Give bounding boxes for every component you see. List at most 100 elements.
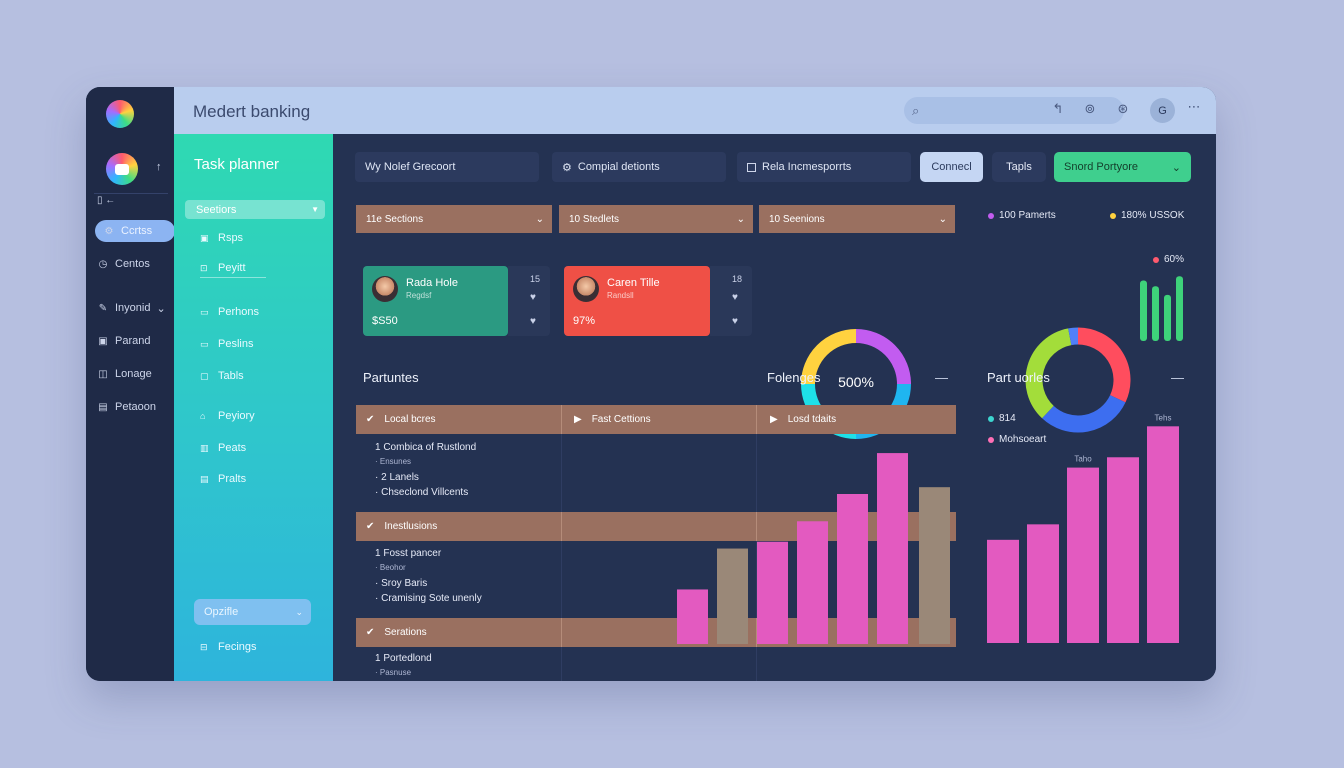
share-icon[interactable]: ↰ <box>1052 101 1064 116</box>
settings-icon[interactable]: ⊛ <box>1117 101 1129 116</box>
bar <box>1107 457 1139 643</box>
filter-chip-1[interactable]: Wy Nolef Grecoort <box>355 152 539 182</box>
bar <box>1176 276 1183 341</box>
panel-item-label: Peslins <box>218 338 254 350</box>
section-dropdown-1[interactable]: 11e Sections ⌄ <box>356 205 552 233</box>
search-input[interactable]: ⌕ <box>904 97 1124 124</box>
sections-dropdown-label: Seetiors <box>196 203 237 216</box>
heart-icon[interactable]: ♥ <box>732 292 738 303</box>
green-dropdown-button[interactable]: Snord Portyore ⌄ <box>1054 152 1191 182</box>
bar <box>757 541 788 644</box>
check-icon: ✔ <box>366 521 375 532</box>
section-dropdown-3[interactable]: 10 Seenions ⌄ <box>759 205 955 233</box>
section-dropdown-3-label: 10 Seenions <box>769 213 825 225</box>
filter-chip-3[interactable]: Rela Incmesporrts <box>737 152 911 182</box>
item-icon: ▢ <box>200 370 209 381</box>
profile-card-1[interactable]: Rada Hole Regdsf $S50 <box>363 266 508 336</box>
heart-icon[interactable]: ♥ <box>530 316 536 327</box>
panel-item[interactable]: ▥ Peats <box>200 442 246 454</box>
legend-dot <box>988 436 994 443</box>
tapls-button[interactable]: Tapls <box>992 152 1046 182</box>
icon-rail: ↑ ▯ ← ⚙ Ccrtss ◷ Centos ✎ Inyonid ⌄ ▣ Parand ◫ Lona… <box>86 87 175 681</box>
folder-icon: ◫ <box>98 368 108 380</box>
profile-dropdown-label: Opzifle <box>204 606 239 618</box>
up-arrow-icon[interactable]: ↑ <box>156 161 162 173</box>
panel-item[interactable]: ⊡ Peyitt <box>200 262 246 274</box>
heart-icon[interactable]: ♥ <box>530 292 536 303</box>
header-cell[interactable]: ✔ Inestlusions <box>366 512 437 541</box>
header-cell[interactable]: ✔ Local bcres <box>366 405 436 434</box>
section-dropdown-2[interactable]: 10 Stedlets ⌄ <box>559 205 753 233</box>
collapse-icon[interactable]: — <box>935 370 948 385</box>
sections-dropdown[interactable]: Seetiors ▼ <box>185 200 325 219</box>
panel-item[interactable]: ▭ Perhons <box>200 306 259 318</box>
cell-divider <box>756 512 757 541</box>
rail-item-6[interactable]: ▤ Petaoon <box>95 396 173 418</box>
item-icon: ▤ <box>200 473 209 484</box>
more-icon[interactable]: ⋯ <box>1187 99 1201 114</box>
rail-item-0[interactable]: ▯ ← <box>95 189 173 211</box>
table-row-header-1[interactable]: ✔ Local bcres ▶ Fast Cettions ▶ Losd tdaits <box>356 405 956 434</box>
legend-label: 180% USSOK <box>1121 210 1185 221</box>
list-item: · Cramising Sote unenly <box>375 593 482 604</box>
rail-item-2[interactable]: ◷ Centos <box>95 253 173 275</box>
panel-item[interactable]: ▢ Tabls <box>200 370 244 382</box>
collapse-icon[interactable]: — <box>1171 370 1184 385</box>
workspace-logo-icon[interactable] <box>106 153 138 185</box>
panel-item[interactable]: ▭ Peslins <box>200 338 253 350</box>
chevron-down-icon: ⌄ <box>295 606 303 617</box>
card-2-side: 18 ♥ ♥ <box>710 266 752 336</box>
bar <box>717 548 748 644</box>
search-icon: ⌕ <box>912 102 920 118</box>
bar <box>877 453 908 644</box>
rail-item-label: Parand <box>115 335 151 347</box>
avatar <box>372 276 398 302</box>
header-cell[interactable]: ▶ Fast Cettions <box>574 405 651 434</box>
check-icon: ✔ <box>366 414 375 425</box>
item-icon: ▭ <box>200 338 209 349</box>
legend-dot <box>988 415 994 422</box>
panel-item-label: Perhons <box>218 306 259 318</box>
header-cell[interactable]: ✔ Serations <box>366 618 427 647</box>
bar-label: Taho <box>1074 455 1092 464</box>
filter-chip-3-label: Rela Incmesporrts <box>762 161 852 173</box>
target-icon[interactable]: ⊚ <box>1084 101 1096 116</box>
app-title: Medert banking <box>193 102 311 121</box>
rail-item-1[interactable]: ⚙ Ccrtss <box>95 220 175 242</box>
panel-title: Task planner <box>194 156 280 173</box>
list-icon: ▤ <box>98 401 108 413</box>
rail-item-label: Ccrtss <box>121 225 153 237</box>
panel-item[interactable]: ⊟ Fecings <box>200 641 257 653</box>
list-item: · 2 Lanels <box>375 472 419 483</box>
panel-item[interactable]: ▣ Rsps <box>200 232 243 244</box>
avatar <box>573 276 599 302</box>
profile-card-2[interactable]: Caren Tille Randsll 97% <box>564 266 710 336</box>
panel-item[interactable]: ⌂ Peyiory <box>200 410 255 422</box>
donut-slice <box>1077 327 1131 403</box>
gear-icon: ⚙ <box>104 225 114 237</box>
app-logo-icon <box>106 100 134 128</box>
rail-item-3[interactable]: ✎ Inyonid ⌄ <box>95 297 173 319</box>
item-icon: ▭ <box>200 306 209 317</box>
bar-label: Tehs <box>1155 413 1172 422</box>
header-cell[interactable]: ▶ Losd tdaits <box>770 405 836 434</box>
legend-label: 60% <box>1164 254 1185 265</box>
avatar[interactable]: G <box>1150 98 1175 123</box>
bar <box>1147 426 1179 643</box>
panel-item[interactable]: ▤ Pralts <box>200 473 246 485</box>
gear-icon: ⚙ <box>562 161 572 174</box>
checkbox-icon <box>747 162 756 172</box>
panel-back-icon: ▯ ← <box>97 194 116 206</box>
donut-slice <box>1068 327 1079 346</box>
filter-chip-2-label: Compial detionts <box>577 161 660 173</box>
rail-item-4[interactable]: ▣ Parand <box>95 330 173 352</box>
filter-chip-2[interactable]: ⚙ Compial detionts <box>552 152 726 182</box>
card-name: Rada Hole <box>406 277 458 289</box>
rail-item-5[interactable]: ◫ Lonage <box>95 363 173 385</box>
profile-dropdown[interactable]: Opzifle ⌄ <box>194 599 311 625</box>
donut-slice <box>855 329 911 385</box>
item-icon: ⊡ <box>200 262 208 273</box>
heart-icon[interactable]: ♥ <box>732 316 738 327</box>
connect-button[interactable]: Connecl <box>920 152 983 182</box>
panel-item-label: Fecings <box>218 641 257 653</box>
